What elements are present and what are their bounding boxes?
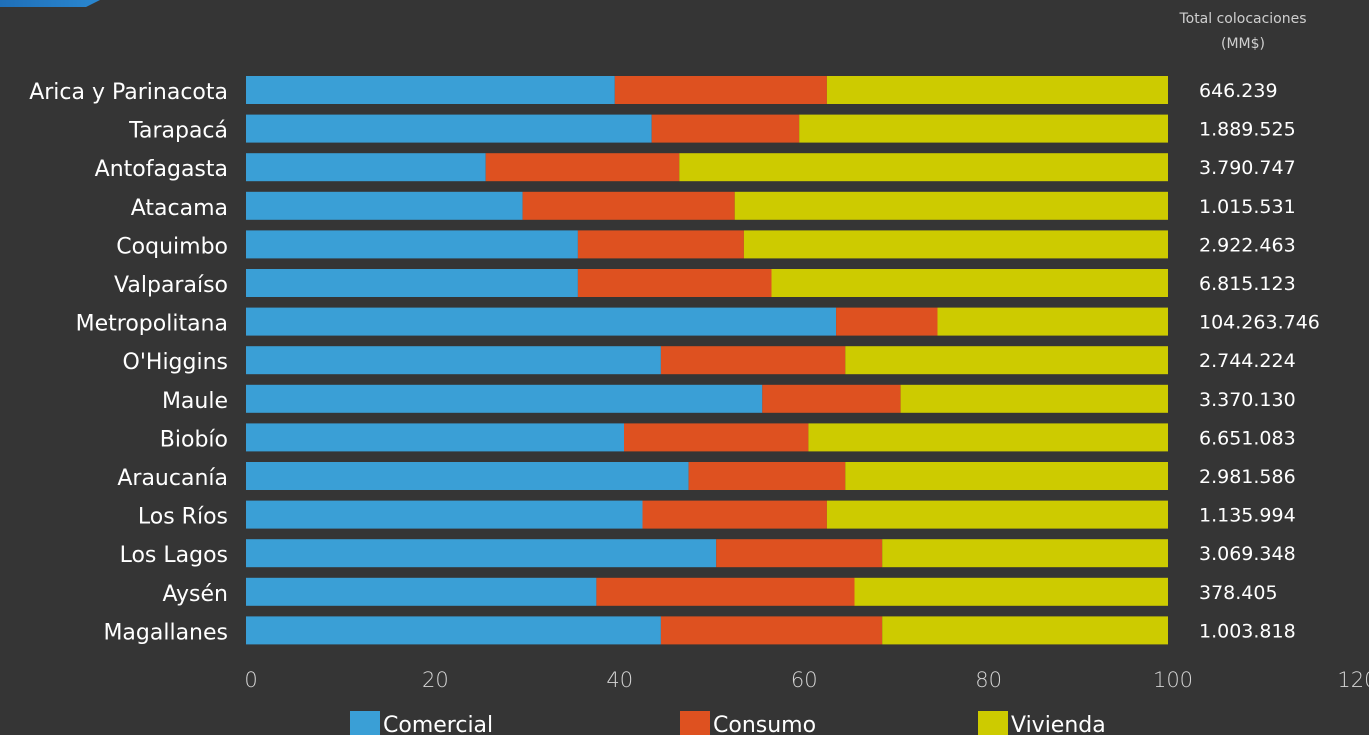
x-tick-100: 100: [1153, 668, 1193, 692]
totals-header: Total colocaciones (MM$): [1178, 11, 1306, 52]
bar-comercial-aysen: [246, 577, 597, 606]
total-label-valparaiso: 6.815.123: [1199, 273, 1296, 295]
legend: Comercial Consumo Vivienda: [350, 711, 1106, 735]
bar-comercial-tarapaca: [246, 114, 652, 143]
bar-comercial-atacama: [246, 191, 523, 220]
category-label-coquimbo: Coquimbo: [116, 234, 228, 259]
category-label-arica-y-parinacota: Arica y Parinacota: [29, 80, 228, 105]
total-label-aysen: 378.405: [1199, 582, 1278, 604]
category-label-aysen: Aysén: [162, 582, 228, 607]
total-label-atacama: 1.015.531: [1199, 196, 1296, 218]
total-label-maule: 3.370.130: [1199, 389, 1296, 411]
total-labels: 646.239 1.889.525 3.790.747 1.015.531 2.922.…: [1199, 80, 1320, 642]
bar-consumo-valparaiso: [577, 269, 772, 297]
category-label-metropolitana: Metropolitana: [76, 312, 228, 337]
bar-comercial-valparaiso: [246, 269, 578, 297]
bar-vivienda-coquimbo: [743, 230, 1168, 259]
legend-swatch-vivienda: [978, 711, 1008, 735]
bar-vivienda-antofagasta: [679, 153, 1168, 182]
total-label-biobio: 6.651.083: [1199, 427, 1296, 449]
bar-comercial-biobio: [246, 423, 624, 452]
bars-group: [246, 76, 1168, 645]
bar-consumo-aysen: [596, 577, 855, 606]
bar-vivienda-magallanes: [882, 616, 1168, 645]
total-label-antofagasta: 3.790.747: [1199, 157, 1296, 179]
total-label-araucania: 2.981.586: [1199, 466, 1296, 488]
total-label-arica-y-parinacota: 646.239: [1199, 80, 1278, 102]
total-label-o-higgins: 2.744.224: [1199, 350, 1296, 372]
category-label-biobio: Biobío: [160, 427, 228, 452]
bar-vivienda-aysen: [854, 577, 1168, 606]
category-label-araucania: Araucanía: [117, 466, 228, 491]
bar-consumo-o-higgins: [660, 346, 846, 375]
bar-vivienda-atacama: [734, 191, 1168, 220]
corner-accent: [0, 0, 100, 7]
category-label-tarapaca: Tarapacá: [128, 119, 228, 144]
bar-consumo-tarapaca: [651, 114, 800, 143]
bar-consumo-los-lagos: [716, 539, 883, 568]
category-label-atacama: Atacama: [131, 196, 228, 221]
bar-vivienda-o-higgins: [845, 346, 1168, 375]
category-label-maule: Maule: [162, 389, 228, 414]
category-label-o-higgins: O'Higgins: [123, 350, 228, 375]
x-tick-40: 40: [606, 668, 633, 692]
bar-consumo-arica-y-parinacota: [614, 76, 827, 104]
legend-swatch-comercial: [350, 711, 380, 735]
bar-vivienda-los-rios: [826, 500, 1168, 529]
bar-comercial-antofagasta: [246, 153, 486, 182]
total-label-coquimbo: 2.922.463: [1199, 234, 1296, 256]
bar-comercial-coquimbo: [246, 230, 578, 259]
bar-consumo-antofagasta: [485, 153, 680, 182]
bar-comercial-arica-y-parinacota: [246, 76, 615, 104]
totals-header-line-2: (MM$): [1221, 36, 1265, 52]
bar-consumo-coquimbo: [577, 230, 744, 259]
total-label-los-rios: 1.135.994: [1199, 505, 1296, 527]
x-axis-ticks: 0 20 40 60 80 100 120: [244, 668, 1369, 692]
bar-comercial-araucania: [246, 462, 689, 490]
bar-consumo-biobio: [624, 423, 809, 452]
category-label-antofagasta: Antofagasta: [95, 157, 228, 182]
bar-comercial-magallanes: [246, 616, 661, 645]
bar-consumo-magallanes: [660, 616, 883, 645]
bar-consumo-los-rios: [642, 500, 827, 529]
bar-vivienda-valparaiso: [771, 269, 1168, 297]
bar-vivienda-tarapaca: [799, 114, 1168, 143]
bar-vivienda-araucania: [845, 462, 1168, 490]
bar-comercial-metropolitana: [246, 307, 837, 336]
bar-consumo-metropolitana: [836, 307, 938, 336]
bar-vivienda-metropolitana: [937, 307, 1168, 336]
total-label-tarapaca: 1.889.525: [1199, 119, 1296, 141]
total-label-magallanes: 1.003.818: [1199, 620, 1296, 642]
category-label-los-rios: Los Ríos: [138, 505, 228, 530]
bar-vivienda-maule: [900, 384, 1168, 413]
legend-swatch-consumo: [680, 711, 710, 735]
bar-consumo-maule: [762, 384, 901, 413]
total-label-metropolitana: 104.263.746: [1199, 312, 1320, 334]
x-tick-20: 20: [422, 668, 449, 692]
bar-vivienda-biobio: [808, 423, 1168, 452]
x-tick-80: 80: [975, 668, 1002, 692]
category-labels: Arica y Parinacota Tarapacá Antofagasta Ata…: [29, 80, 228, 645]
bar-comercial-los-rios: [246, 500, 643, 529]
bar-comercial-los-lagos: [246, 539, 717, 568]
category-label-los-lagos: Los Lagos: [120, 543, 228, 568]
bar-consumo-atacama: [522, 191, 735, 220]
totals-header-line-1: Total colocaciones: [1178, 11, 1306, 27]
bar-vivienda-los-lagos: [882, 539, 1168, 568]
bar-comercial-maule: [246, 384, 763, 413]
legend-label-vivienda: Vivienda: [1011, 713, 1106, 735]
legend-label-comercial: Comercial: [383, 713, 493, 735]
bar-consumo-araucania: [688, 462, 846, 490]
bar-vivienda-arica-y-parinacota: [826, 76, 1168, 104]
total-label-los-lagos: 3.069.348: [1199, 543, 1296, 565]
category-label-magallanes: Magallanes: [103, 620, 228, 645]
x-tick-0: 0: [244, 668, 257, 692]
bar-comercial-o-higgins: [246, 346, 661, 375]
x-tick-120: 120: [1337, 668, 1369, 692]
legend-label-consumo: Consumo: [713, 713, 816, 735]
x-tick-60: 60: [791, 668, 818, 692]
category-label-valparaiso: Valparaíso: [114, 273, 228, 298]
